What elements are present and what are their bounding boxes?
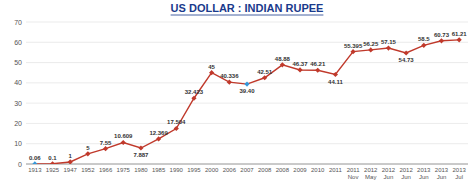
data-label: 56.25 (363, 41, 379, 47)
x-tick-label: 2010 (311, 167, 325, 173)
x-tick-label: 1947 (64, 167, 78, 173)
data-label: 60.73 (434, 32, 450, 38)
y-tick-label: 50 (14, 59, 22, 66)
data-label: 7.887 (133, 152, 149, 158)
data-label: 46.37 (293, 61, 309, 67)
grid-line (26, 164, 468, 165)
data-label: 1 (69, 153, 73, 159)
data-label: 57.15 (381, 39, 397, 45)
point (262, 75, 267, 80)
y-tick-label: 70 (14, 19, 22, 26)
point (85, 151, 90, 156)
data-label: 5 (86, 145, 90, 151)
data-label: 10.609 (114, 133, 133, 139)
x-tick-label: 2009 (293, 167, 307, 173)
title: US DOLLAR : INDIAN RUPEE (171, 2, 324, 14)
data-label: 45 (208, 64, 215, 70)
chart: US DOLLAR : INDIAN RUPEE 0 10 20 30 40 50 60 70 1… (0, 0, 474, 187)
grid-line (26, 143, 468, 144)
data-label: 42.51 (257, 69, 273, 75)
point (350, 49, 355, 54)
y-axis: 0 10 20 30 40 50 60 70 (14, 19, 468, 168)
x-tick-label: 1925 (46, 167, 60, 173)
y-tick-label: 60 (14, 39, 22, 46)
data-label: 39.40 (239, 88, 255, 94)
point (32, 161, 37, 164)
x-tick-label: 2013Jul (452, 167, 466, 180)
x-axis: 1913 1925 19471952 1966 19751980 1985 19901995… (28, 167, 466, 180)
x-tick-label: 2008 (276, 167, 290, 173)
x-axis-line (26, 164, 468, 165)
point (368, 47, 373, 52)
x-tick-label: 2012May (364, 167, 378, 180)
grid-line (26, 123, 468, 124)
point (50, 161, 55, 164)
x-tick-label: 1952 (81, 167, 95, 173)
grid-line (26, 42, 468, 43)
point (174, 126, 179, 131)
point (68, 159, 73, 164)
y-tick-label: 30 (14, 100, 22, 107)
data-label: 7.55 (100, 140, 112, 146)
data-label: 54.73 (399, 57, 415, 63)
grid-line (26, 103, 468, 104)
point (386, 45, 391, 50)
x-tick-label: 2011 (329, 167, 343, 173)
x-tick-label: 2006 (223, 167, 237, 173)
data-label: 44.11 (328, 79, 343, 85)
x-tick-label: 1975 (117, 167, 131, 173)
point (138, 145, 143, 150)
point (209, 70, 214, 75)
x-tick-label: 1913 (28, 167, 42, 173)
point (244, 81, 249, 86)
point (421, 43, 426, 48)
x-tick-label: 1980 (134, 167, 148, 173)
point (404, 50, 409, 55)
y-tick-label: 0 (18, 161, 22, 168)
point (333, 72, 338, 77)
data-label: 0.06 (29, 155, 41, 161)
point (156, 136, 161, 141)
x-tick-label: 2011Nov (347, 167, 361, 180)
point (439, 38, 444, 43)
x-tick-label: 2008 (258, 167, 272, 173)
x-tick-label: 1985 (152, 167, 166, 173)
data-label: 55.395 (344, 43, 363, 49)
data-label: 46.21 (310, 61, 326, 67)
x-tick-label: 2012Jun (382, 167, 396, 180)
data-label: 32.423 (185, 89, 204, 95)
grid-line (26, 22, 468, 23)
data-label: 61.21 (452, 31, 468, 37)
y-tick-label: 40 (14, 79, 22, 86)
y-tick-label: 10 (14, 140, 22, 147)
data-label: 40.336 (220, 73, 239, 79)
x-tick-label: 2012Jun (399, 167, 413, 180)
y-tick-label: 20 (14, 120, 22, 127)
x-tick-label: 2007 (240, 167, 254, 173)
plot-area (32, 37, 462, 164)
data-label: 58.5 (418, 36, 430, 42)
x-tick-label: 1995 (187, 167, 201, 173)
x-tick-label: 2013Jun (435, 167, 449, 180)
point (297, 67, 302, 72)
title-underline (171, 15, 324, 16)
line (35, 40, 459, 164)
point (103, 146, 108, 151)
data-labels: 0.06 0.1 1 5 7.5510.609 7.887 12.369 17.504 32.4… (29, 31, 467, 161)
x-tick-label: 2000 (205, 167, 219, 173)
point (191, 96, 196, 101)
point (280, 62, 285, 67)
x-tick-label: 1966 (99, 167, 113, 173)
data-label: 12.369 (149, 130, 168, 136)
point (457, 37, 462, 42)
point (121, 140, 126, 145)
x-tick-label: 2013Jun (417, 167, 431, 180)
data-label: 17.504 (167, 119, 186, 125)
point (227, 80, 232, 85)
data-label: 0.1 (48, 155, 57, 161)
x-tick-label: 1990 (170, 167, 184, 173)
point (315, 68, 320, 73)
data-label: 48.88 (275, 56, 291, 62)
